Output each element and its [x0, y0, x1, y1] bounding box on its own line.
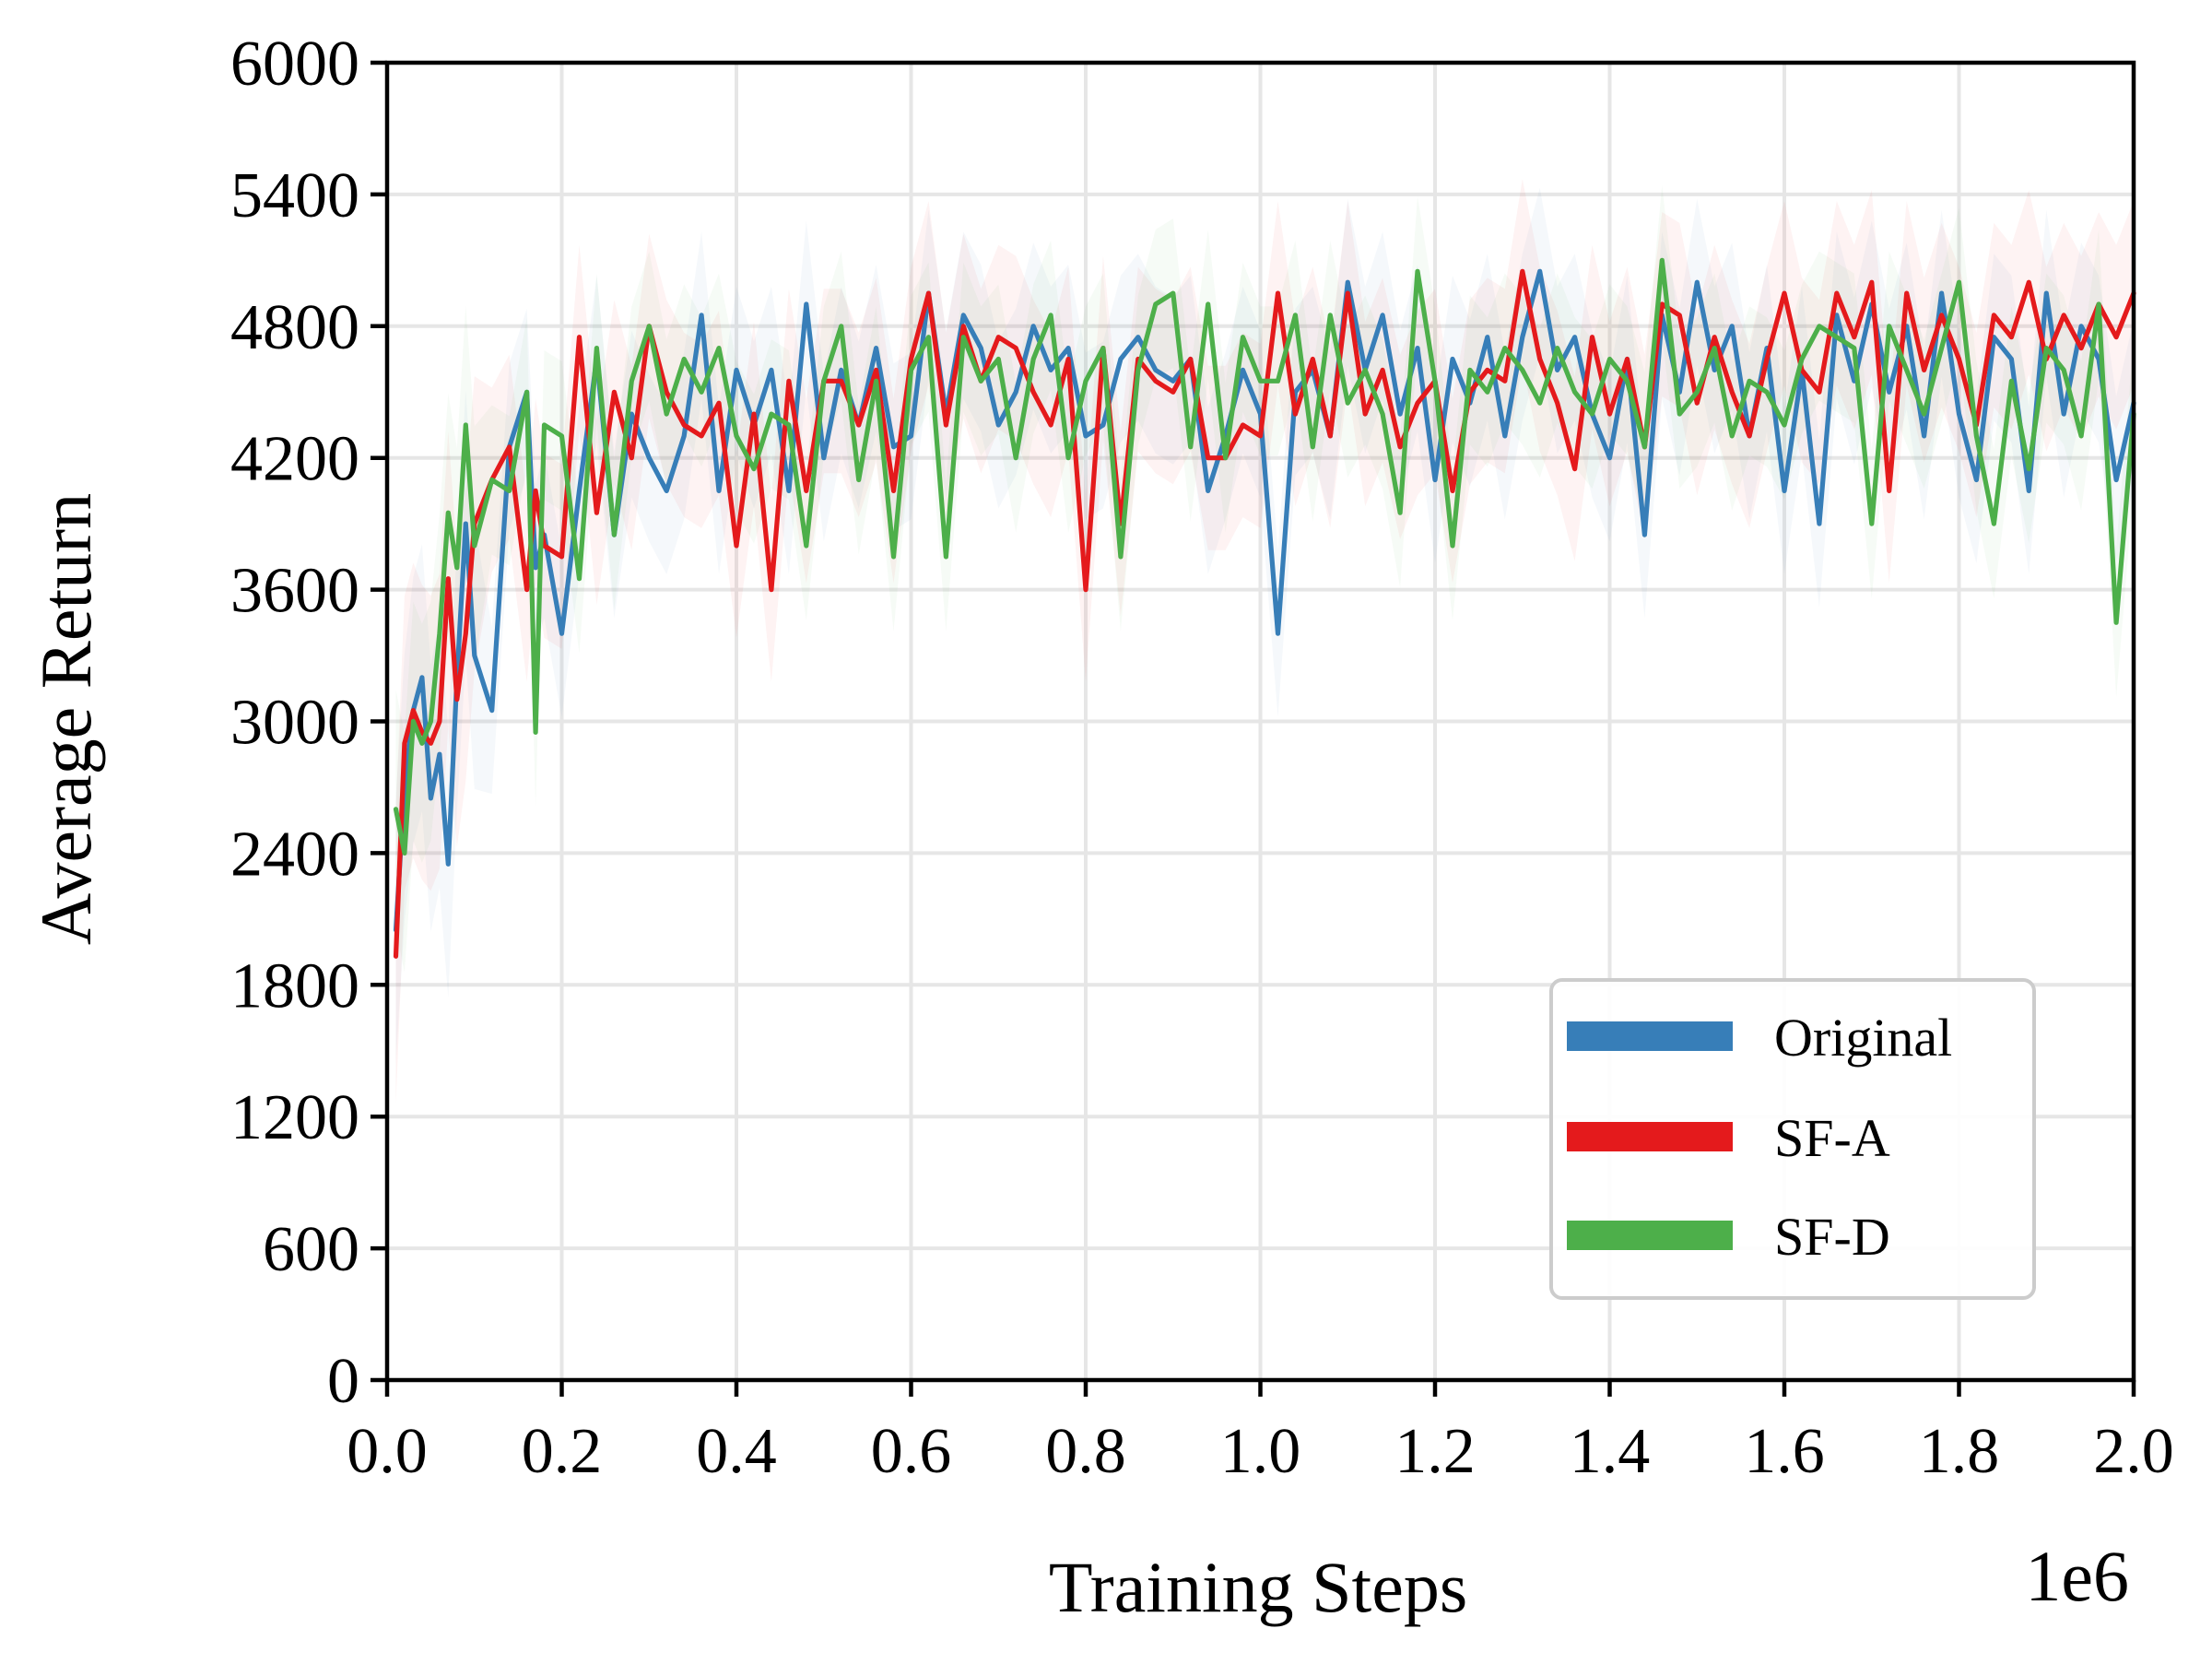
x-tick-label-1: 0.2	[522, 1416, 603, 1487]
x-tick-label-3: 0.6	[871, 1416, 952, 1487]
y-tick-label-8: 4800	[230, 292, 359, 363]
x-tick-label-2: 0.4	[696, 1416, 777, 1487]
y-tick-label-10: 6000	[230, 29, 359, 100]
x-tick-label-6: 1.2	[1394, 1416, 1476, 1487]
x-axis-title: Training Steps	[1049, 1547, 1467, 1627]
legend-label-sf-a: SF-A	[1774, 1108, 1890, 1168]
y-tick-label-3: 1800	[230, 950, 359, 1021]
x-tick-label-4: 0.8	[1045, 1416, 1126, 1487]
y-tick-label-9: 5400	[230, 160, 359, 231]
x-axis-ticks: 0.0 0.2 0.4 0.6 0.8 1.0 1.2 1.4 1.6 1.8 2.0	[347, 1380, 2174, 1487]
y-axis-title: Average Return	[26, 493, 106, 945]
x-axis-scale-label: 1e6	[2025, 1536, 2129, 1616]
y-tick-label-5: 3000	[230, 688, 359, 759]
x-tick-label-5: 1.0	[1220, 1416, 1301, 1487]
legend-label-original: Original	[1774, 1008, 1952, 1068]
x-tick-label-7: 1.4	[1570, 1416, 1651, 1487]
legend: Original SF-A SF-D	[1551, 980, 2034, 1298]
y-tick-label-4: 2400	[230, 819, 359, 890]
legend-label-sf-d: SF-D	[1774, 1207, 1890, 1267]
y-tick-label-6: 3600	[230, 556, 359, 627]
y-axis-ticks: 0 600 1200 1800 2400 3000 3600 4200 4800 5400 6000	[230, 29, 387, 1417]
y-tick-label-0: 0	[327, 1346, 359, 1417]
y-tick-label-7: 4200	[230, 424, 359, 495]
x-tick-label-9: 1.8	[1919, 1416, 2000, 1487]
x-tick-label-10: 2.0	[2093, 1416, 2174, 1487]
x-tick-label-8: 1.6	[1744, 1416, 1825, 1487]
x-tick-label-0: 0.0	[347, 1416, 428, 1487]
y-tick-label-1: 600	[263, 1214, 359, 1285]
y-tick-label-2: 1200	[230, 1082, 359, 1153]
